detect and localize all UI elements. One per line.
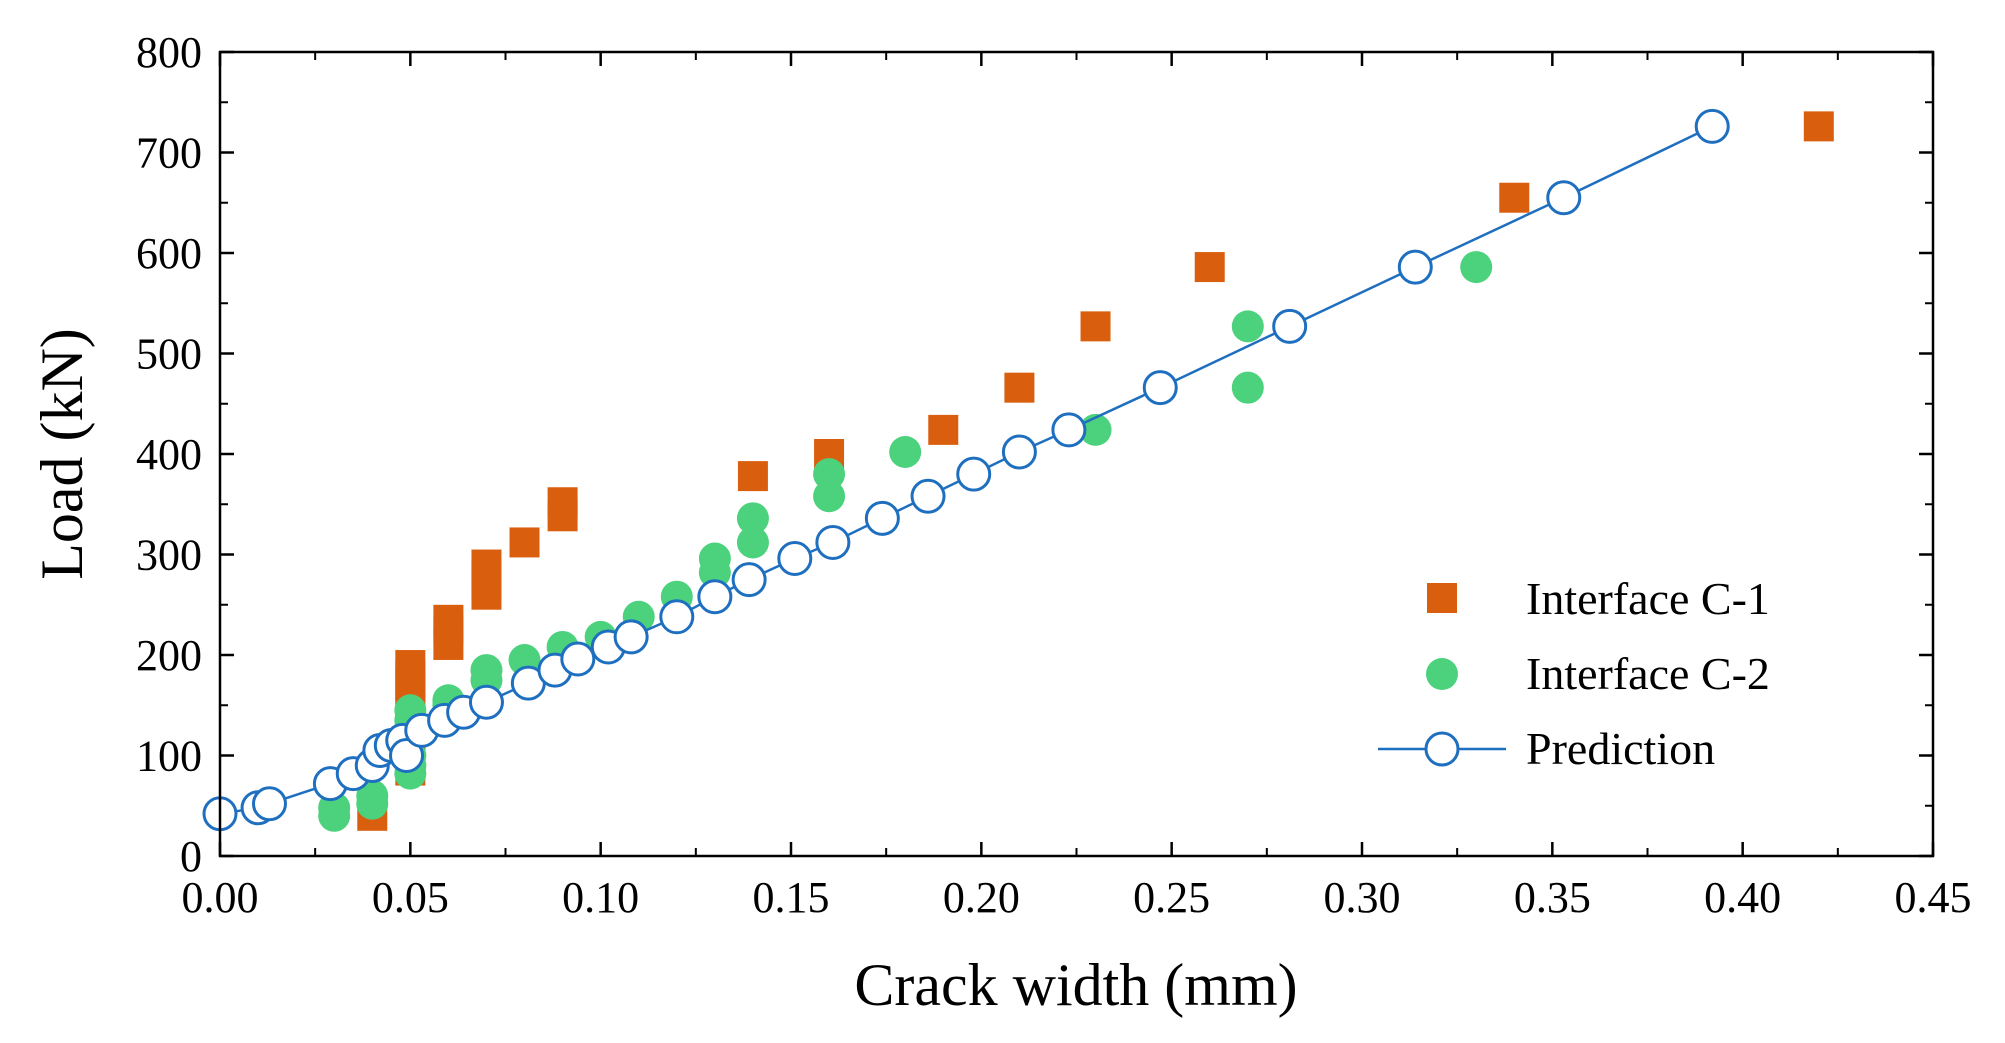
data-point-circle [736,526,769,559]
y-tick-label: 800 [136,28,202,77]
data-point-open-circle [251,786,287,822]
x-tick-label: 0.35 [1514,873,1591,922]
data-point-open-circle [560,641,596,677]
legend-label-interface-c1: Interface C-1 [1526,573,1770,624]
x-tick-label: 0.15 [753,873,830,922]
data-point-open-circle [1694,108,1730,144]
data-point-open-circle [910,478,946,514]
data-point-square [1004,372,1035,403]
data-point-square [1194,252,1225,283]
x-tick-label: 0.05 [372,873,449,922]
y-axis-title: Load (kN) [29,328,95,580]
plot-area-frame [218,50,1935,858]
data-point-circle [356,779,389,812]
x-tick-label: 0.25 [1133,873,1210,922]
data-point-open-circle [1001,434,1037,470]
data-point-square [1499,182,1530,213]
data-point-square [509,527,540,558]
x-tick-label: 0.00 [182,873,259,922]
data-point-open-circle [864,500,900,536]
y-tick-label: 300 [136,531,202,580]
x-tick-label: 0.20 [943,873,1020,922]
data-point-circle [813,480,846,513]
data-point-square [737,461,768,492]
data-point-open-circle [613,619,649,655]
y-tick-label: 100 [136,732,202,781]
y-tick-label: 0 [180,832,202,881]
y-tick-label: 700 [136,129,202,178]
data-point-open-circle [956,456,992,492]
data-point-circle [470,654,503,687]
data-point-open-circle [1397,249,1433,285]
data-point-open-circle [1546,180,1582,216]
x-tick-label: 0.30 [1324,873,1401,922]
data-point-open-circle [1142,370,1178,406]
y-tick-label: 500 [136,330,202,379]
data-point-circle [1231,371,1264,404]
data-point-square [1803,111,1834,142]
data-point-open-circle [389,738,425,773]
data-point-open-circle [659,599,695,635]
legend-label-prediction: Prediction [1526,723,1715,774]
y-tick-label: 400 [136,430,202,479]
legend-marker-interface-c2 [1426,658,1458,690]
data-point-circle [736,502,769,535]
legend-marker-interface-c1 [1427,583,1457,613]
data-point-circle [1460,251,1493,284]
tick-labels: 0.00 0.05 0.10 0.15 0.20 0.25 0.30 0.35 0.40 0.45… [136,28,1972,922]
series-prediction [202,108,1730,832]
series-interface-c-2 [318,251,1493,832]
data-point-open-circle [777,541,813,577]
data-point-square [395,650,426,681]
data-point-square [433,604,464,635]
x-tick-label: 0.10 [562,873,639,922]
data-point-circle [698,542,731,575]
data-series [202,108,1834,832]
legend-label-interface-c2: Interface C-2 [1526,648,1770,699]
data-point-circle [1231,310,1264,343]
x-axis-title: Crack width (mm) [854,952,1297,1018]
data-point-square [547,487,578,518]
legend: Interface C-1 Interface C-2 Prediction [1378,573,1770,774]
x-tick-label: 0.40 [1704,873,1781,922]
data-point-square [928,414,959,445]
data-point-square [1080,311,1111,342]
legend-marker-prediction [1424,731,1460,767]
data-point-circle [813,458,846,491]
y-tick-label: 200 [136,631,202,680]
y-tick-label: 600 [136,229,202,278]
data-point-open-circle [697,579,733,615]
data-point-open-circle [468,684,504,720]
data-point-open-circle [1272,308,1308,344]
x-tick-label: 0.45 [1895,873,1972,922]
data-point-circle [889,435,922,468]
data-point-open-circle [815,524,851,560]
data-point-open-circle [731,562,767,598]
data-point-open-circle [1051,412,1087,448]
data-point-square [471,549,502,580]
